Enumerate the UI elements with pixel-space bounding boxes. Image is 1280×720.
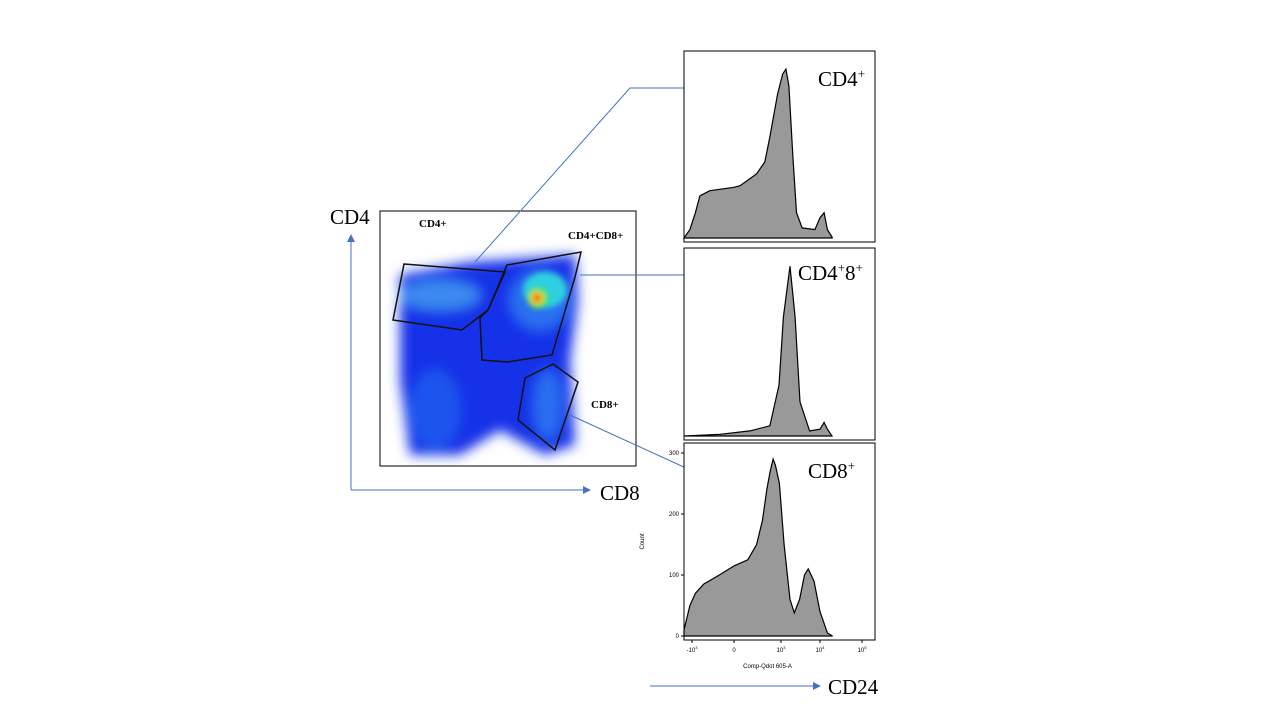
cd4-gate <box>392 263 507 331</box>
histogram-area <box>683 266 834 437</box>
histogram-area <box>683 457 833 637</box>
x-tick-label: 0 <box>732 648 736 654</box>
x-tick-exponent: 3 <box>783 645 786 650</box>
x-tick-exponent: 5 <box>864 645 867 650</box>
gate-label-cd4-cd8: CD4+CD8+ <box>568 230 624 242</box>
y-tick-label: 0 <box>676 634 680 640</box>
x-tick-label: 104 <box>816 645 826 654</box>
y-tick-label: 200 <box>669 512 680 518</box>
histograms: 0 100 200 300 -103 0 103 104 105 Comp-Qdot 605-A C… <box>640 50 876 670</box>
x-tick-exponent: 3 <box>695 645 698 650</box>
title-text: CD4 <box>798 261 838 285</box>
x-tick-label: -103 <box>687 645 699 654</box>
gate-label-cd8: CD8+ <box>591 399 619 411</box>
title-superscript: + <box>855 260 863 275</box>
title-text: CD8 <box>808 459 848 483</box>
histogram-title-cd4: CD4+ <box>818 66 865 92</box>
gate-label-cd4: CD4+ <box>419 218 447 230</box>
cd4-cd8-dot-plot <box>379 210 637 467</box>
cd4-axis-label: CD4 <box>330 205 370 229</box>
y-tick-label: 300 <box>669 451 680 457</box>
histogram-title-dp: CD4+8+ <box>798 260 863 286</box>
x-axis-label: Comp-Qdot 605-A <box>743 664 792 670</box>
cd4-cd8-gate <box>479 251 582 363</box>
histogram-title-cd8: CD8+ <box>808 458 855 484</box>
x-tick-label: 103 <box>777 645 787 654</box>
title-text: CD4 <box>818 67 858 91</box>
title-superscript: + <box>847 458 856 473</box>
histogram-area <box>682 67 834 239</box>
y-axis-label: Count <box>640 533 646 549</box>
title-text: 8 <box>845 261 856 285</box>
x-tick-label: 105 <box>858 645 868 654</box>
title-superscript: + <box>857 66 866 81</box>
x-tick-exponent: 4 <box>822 645 825 650</box>
cd24-axis-label: CD24 <box>828 675 879 699</box>
cd8-gate <box>517 363 579 452</box>
title-superscript: + <box>837 260 846 275</box>
cd8-axis-label: CD8 <box>600 481 640 505</box>
density-hotspot <box>523 272 567 309</box>
y-tick-label: 100 <box>669 573 680 579</box>
